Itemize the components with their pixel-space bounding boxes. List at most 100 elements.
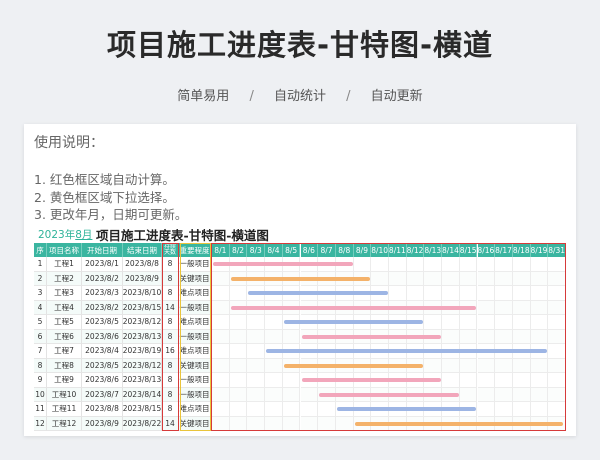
importance-cell[interactable]: 难点项目 xyxy=(179,344,211,359)
date-cell xyxy=(247,387,266,402)
date-cell xyxy=(406,286,425,301)
date-cell xyxy=(212,300,230,315)
instruction-line: 1. 红色框区域自动计算。 xyxy=(34,172,175,187)
gantt-bar xyxy=(266,349,548,354)
date-cell xyxy=(495,329,513,344)
date-cell xyxy=(512,300,531,315)
date-cell xyxy=(424,257,443,272)
gantt-bar xyxy=(354,421,563,426)
date-cell xyxy=(247,402,266,417)
date-cell xyxy=(212,402,230,417)
column-header-days: 持续天数 xyxy=(162,243,179,257)
date-header: 8/11 xyxy=(389,243,407,257)
instruction-line: 3. 更改年月，日期可更新。 xyxy=(34,207,188,222)
project-name-cell: 工程11 xyxy=(47,402,82,417)
date-cell xyxy=(424,286,443,301)
importance-cell[interactable]: 一般项目 xyxy=(179,300,211,315)
date-cell xyxy=(212,329,230,344)
project-name-cell: 工程2 xyxy=(47,271,82,286)
date-cell xyxy=(477,271,496,286)
date-cell xyxy=(229,416,248,431)
page-title: 项目施工进度表-甘特图-横道 xyxy=(106,28,494,62)
duration-cell: 14 xyxy=(162,416,179,431)
date-cell xyxy=(477,358,496,373)
year-month-selector[interactable]: 2023年8月 xyxy=(38,227,92,242)
date-cell xyxy=(548,344,566,359)
date-cell xyxy=(459,387,478,402)
date-cell xyxy=(512,286,531,301)
date-cell xyxy=(530,358,549,373)
column-header-name: 项目名称 xyxy=(47,243,82,257)
importance-cell[interactable]: 难点项目 xyxy=(179,315,211,330)
date-cell xyxy=(530,286,549,301)
date-cell xyxy=(442,329,460,344)
end-date-cell: 2023/8/13 xyxy=(123,373,162,388)
importance-cell[interactable]: 关键项目 xyxy=(179,358,211,373)
spreadsheet-preview-card: 使用说明： 1. 红色框区域自动计算。 2. 黄色框区域下拉选择。 3. 更改年… xyxy=(24,124,576,436)
row-number: 10 xyxy=(34,387,47,402)
date-cell xyxy=(459,271,478,286)
importance-cell[interactable]: 难点项目 xyxy=(179,286,211,301)
importance-cell[interactable]: 一般项目 xyxy=(179,387,211,402)
duration-cell: 8 xyxy=(162,387,179,402)
date-cell xyxy=(459,286,478,301)
gantt-bar xyxy=(230,305,477,310)
row-number: 2 xyxy=(34,271,47,286)
date-cell xyxy=(229,286,248,301)
date-cell xyxy=(300,402,319,417)
start-date-cell: 2023/8/4 xyxy=(82,344,123,359)
date-cell xyxy=(459,329,478,344)
date-cell xyxy=(406,271,425,286)
project-name-cell: 工程12 xyxy=(47,416,82,431)
date-cell xyxy=(548,329,566,344)
date-cell xyxy=(424,271,443,286)
date-cell xyxy=(512,315,531,330)
date-cell xyxy=(530,344,549,359)
gantt-bar xyxy=(213,262,353,267)
duration-cell: 8 xyxy=(162,329,179,344)
subtitle-item: 自动更新 xyxy=(370,89,423,104)
date-cell xyxy=(459,257,478,272)
date-cell xyxy=(495,271,513,286)
date-header: 8/19 xyxy=(530,243,549,257)
end-date-cell: 2023/8/12 xyxy=(123,358,162,373)
gantt-bar xyxy=(301,334,442,339)
gantt-table: 序项目名称 开始日期 结束日期 持续天数 重要程度 8/1 8/2 8/3 8/4 8/5 8/6 8… xyxy=(34,243,566,436)
date-cell xyxy=(512,329,531,344)
date-header: 8/15 xyxy=(459,243,478,257)
importance-cell[interactable]: 一般项目 xyxy=(179,329,211,344)
importance-cell[interactable]: 一般项目 xyxy=(179,373,211,388)
date-cell xyxy=(212,286,230,301)
project-name-cell: 工程4 xyxy=(47,300,82,315)
duration-cell: 14 xyxy=(162,300,179,315)
date-header: 8/9 xyxy=(353,243,372,257)
start-date-cell: 2023/8/6 xyxy=(82,329,123,344)
date-cell xyxy=(512,358,531,373)
importance-cell[interactable]: 一般项目 xyxy=(179,257,211,272)
date-cell xyxy=(282,373,301,388)
duration-cell: 8 xyxy=(162,286,179,301)
date-header: 8/4 xyxy=(265,243,283,257)
date-cell xyxy=(512,373,531,388)
date-cell xyxy=(442,286,460,301)
column-header-level: 重要程度 xyxy=(179,243,211,257)
date-header: 8/14 xyxy=(442,243,460,257)
project-name-cell: 工程5 xyxy=(47,315,82,330)
gantt-bar xyxy=(319,392,459,397)
importance-cell[interactable]: 关键项目 xyxy=(179,416,211,431)
importance-cell[interactable]: 关键项目 xyxy=(179,271,211,286)
end-date-cell: 2023/8/15 xyxy=(123,402,162,417)
start-date-cell: 2023/8/9 xyxy=(82,416,123,431)
duration-cell: 8 xyxy=(162,373,179,388)
date-cell xyxy=(247,315,266,330)
date-cell xyxy=(442,315,460,330)
date-header: 8/13 xyxy=(424,243,443,257)
date-cell xyxy=(548,300,566,315)
date-cell xyxy=(424,358,443,373)
date-cell xyxy=(212,387,230,402)
date-cell xyxy=(212,315,230,330)
importance-cell[interactable]: 难点项目 xyxy=(179,402,211,417)
date-cell xyxy=(282,329,301,344)
column-header-no: 序 xyxy=(34,243,47,257)
project-name-cell: 工程10 xyxy=(47,387,82,402)
